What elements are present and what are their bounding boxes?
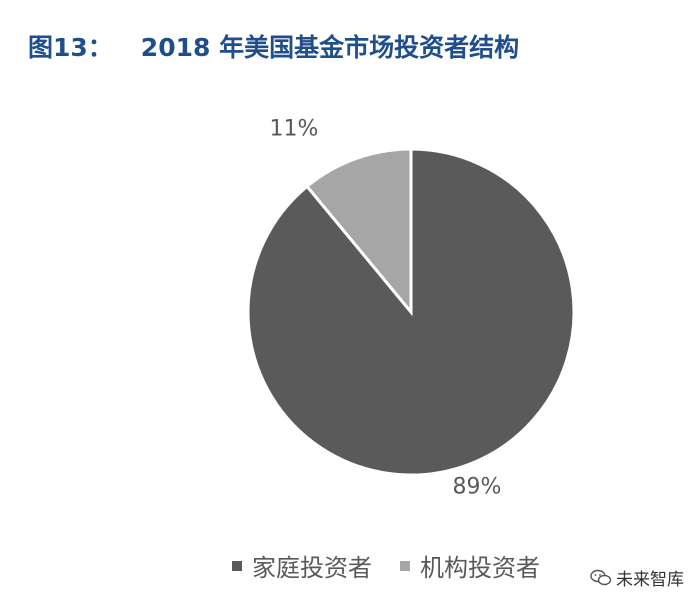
legend-swatch-institutional: [400, 560, 410, 571]
chart-title: 图13： 2018 年美国基金市场投资者结构: [28, 28, 519, 64]
legend-item-institutional: 机构投资者: [400, 548, 540, 583]
legend-swatch-household: [232, 560, 242, 571]
wechat-icon: [590, 569, 612, 585]
figure-title-text: 2018 年美国基金市场投资者结构: [140, 33, 520, 62]
figure-number: 图13：: [28, 33, 113, 62]
data-label-institutional: 11%: [269, 117, 318, 142]
data-label-household: 89%: [453, 474, 502, 499]
legend-label-household: 家庭投资者: [252, 554, 372, 582]
pie-slice-institutional: [304, 147, 413, 317]
watermark-text: 未来智库: [616, 570, 684, 590]
watermark: 未来智库: [586, 563, 688, 592]
legend-label-institutional: 机构投资者: [420, 554, 540, 582]
legend-item-household: 家庭投资者: [232, 548, 372, 583]
chart-legend: 家庭投资者 机构投资者: [232, 548, 568, 583]
